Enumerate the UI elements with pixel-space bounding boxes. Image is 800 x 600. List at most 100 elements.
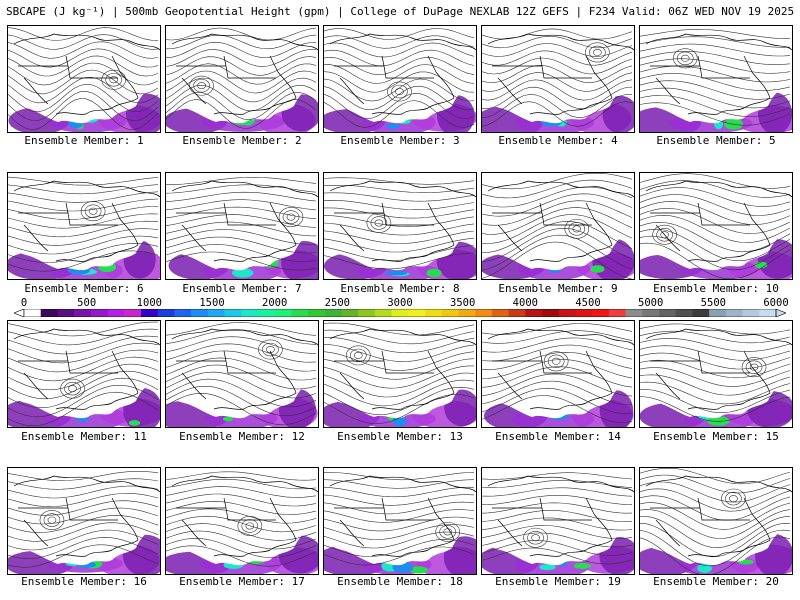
ensemble-member-caption: Ensemble Member: 17 (179, 575, 305, 588)
colorbar-swatch (441, 309, 459, 317)
coastline-border (487, 328, 634, 410)
map-svg (166, 173, 318, 279)
land-mask (8, 173, 160, 271)
map-svg (482, 468, 634, 574)
ensemble-map-panel[interactable] (323, 172, 477, 280)
land-mask (482, 26, 634, 124)
ensemble-map-panel[interactable] (7, 320, 161, 428)
map-svg (482, 321, 634, 427)
ensemble-member-caption: Ensemble Member: 7 (182, 282, 302, 295)
coastline-border (645, 33, 792, 115)
colorbar-swatch (224, 309, 242, 317)
ensemble-map-panel[interactable] (7, 467, 161, 575)
height-contours (482, 28, 633, 127)
colorbar-swatch (341, 309, 359, 317)
colorbar-tick-label: 2500 (324, 297, 350, 309)
ensemble-member-caption: Ensemble Member: 10 (653, 282, 779, 295)
ensemble-member-caption: Ensemble Member: 15 (653, 430, 779, 443)
colorbar-swatch (90, 309, 108, 317)
coastline-border (171, 33, 318, 115)
colorbar-swatch (542, 309, 560, 317)
colorbar-swatch (57, 309, 75, 317)
land-mask (640, 321, 792, 419)
colorbar-swatch (40, 309, 58, 317)
map-svg (482, 173, 634, 279)
colorbar-tick-label: 2000 (262, 297, 288, 309)
ensemble-member-caption: Ensemble Member: 6 (24, 282, 144, 295)
colorbar-swatch (592, 309, 610, 317)
ensemble-map-panel[interactable] (323, 320, 477, 428)
map-svg (324, 173, 476, 279)
map-svg (324, 321, 476, 427)
land-mask (324, 468, 476, 566)
colorbar-swatch (475, 309, 493, 317)
colorbar-tick-label: 3000 (387, 297, 413, 309)
ensemble-member-caption: Ensemble Member: 2 (182, 134, 302, 147)
ensemble-map-panel[interactable] (481, 25, 635, 133)
ensemble-map-panel[interactable] (481, 172, 635, 280)
colorbar-swatch (659, 309, 677, 317)
ensemble-map-panel[interactable] (639, 467, 793, 575)
colorbar-swatch (241, 309, 259, 317)
ensemble-map-panel[interactable] (7, 25, 161, 133)
colorbar-swatch (207, 309, 225, 317)
colorbar-swatch (508, 309, 526, 317)
land-mask (324, 321, 476, 419)
ensemble-member-caption: Ensemble Member: 12 (179, 430, 305, 443)
ensemble-member-caption: Ensemble Member: 4 (498, 134, 618, 147)
land-mask (482, 468, 634, 566)
colorbar-swatch (725, 309, 743, 317)
colorbar-swatch (425, 309, 443, 317)
ensemble-map-panel[interactable] (639, 320, 793, 428)
ensemble-map-panel[interactable] (481, 467, 635, 575)
height-contours (324, 28, 475, 128)
coastline-border (13, 328, 160, 410)
map-svg (640, 173, 792, 279)
height-contours (8, 176, 159, 272)
coastline-border (329, 33, 476, 115)
ensemble-map-panel[interactable] (639, 172, 793, 280)
height-contours (640, 323, 791, 422)
ensemble-map-panel[interactable] (165, 172, 319, 280)
colorbar-tick-label: 0 (20, 297, 28, 309)
colorbar-swatch (759, 309, 777, 317)
ensemble-map-panel[interactable] (323, 467, 477, 575)
ensemble-map-panel[interactable] (165, 467, 319, 575)
map-title: SBCAPE (J kg⁻¹) | 500mb Geopotential Hei… (6, 5, 795, 18)
colorbar-swatch (391, 309, 409, 317)
map-svg (324, 26, 476, 132)
colorbar-swatch (257, 309, 275, 317)
ensemble-map-panel[interactable] (481, 320, 635, 428)
map-svg (8, 173, 160, 279)
coastline-border (171, 328, 318, 410)
coastline-border (645, 180, 792, 262)
map-svg (640, 468, 792, 574)
coastline-border (487, 33, 634, 115)
ensemble-map-panel[interactable] (323, 25, 477, 133)
colorbar-min-arrow (14, 309, 25, 317)
colorbar-tick-label: 5000 (638, 297, 664, 309)
ensemble-member-caption: Ensemble Member: 1 (24, 134, 144, 147)
coastline-border (487, 475, 634, 557)
land-mask (640, 173, 792, 271)
colorbar-swatch (74, 309, 92, 317)
colorbar-tick-label: 4500 (575, 297, 601, 309)
coastline-border (329, 475, 476, 557)
colorbar-swatch (308, 309, 326, 317)
coastline-border (329, 328, 476, 410)
colorbar-tick-label: 1500 (199, 297, 225, 309)
ensemble-map-panel[interactable] (165, 25, 319, 133)
ensemble-map-panel[interactable] (639, 25, 793, 133)
ensemble-map-panel[interactable] (7, 172, 161, 280)
coastline-border (645, 475, 792, 557)
height-contours (324, 472, 475, 566)
ensemble-member-caption: Ensemble Member: 13 (337, 430, 463, 443)
colorbar-tick-label: 500 (77, 297, 97, 309)
coastline-border (171, 475, 318, 557)
colorbar-swatch (575, 309, 593, 317)
sbcape-colorbar (14, 309, 786, 317)
colorbar-swatch (608, 309, 626, 317)
ensemble-member-caption: Ensemble Member: 5 (656, 134, 776, 147)
height-contours (640, 29, 791, 126)
ensemble-map-panel[interactable] (165, 320, 319, 428)
